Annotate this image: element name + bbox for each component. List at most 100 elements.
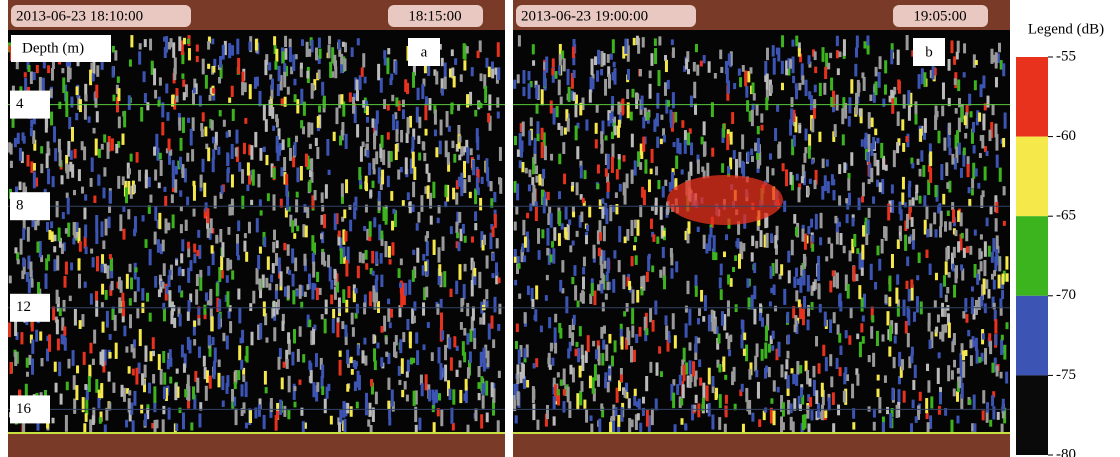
echo-texture xyxy=(172,42,175,57)
echo-texture xyxy=(832,107,835,112)
echo-texture xyxy=(227,227,230,235)
echo-texture xyxy=(222,333,225,341)
echo-texture xyxy=(703,55,706,63)
echo-texture xyxy=(915,416,918,423)
echo-texture xyxy=(71,127,74,142)
echo-texture xyxy=(693,62,696,72)
echo-texture xyxy=(843,373,846,385)
echo-texture xyxy=(605,344,608,361)
echo-texture xyxy=(14,247,17,253)
echo-texture xyxy=(212,158,215,173)
echo-texture xyxy=(722,124,725,138)
echo-texture xyxy=(469,192,472,198)
echo-texture xyxy=(425,235,428,241)
echo-texture xyxy=(175,88,178,96)
echo-texture xyxy=(801,229,804,242)
echo-texture xyxy=(365,250,368,260)
echo-texture xyxy=(259,91,262,106)
echo-texture xyxy=(333,269,336,279)
echo-texture xyxy=(558,80,561,96)
echo-texture xyxy=(998,43,1001,53)
echo-texture xyxy=(829,53,832,58)
echo-texture xyxy=(312,262,315,278)
echo-texture xyxy=(383,50,386,58)
echo-texture xyxy=(356,402,359,409)
echo-texture xyxy=(343,209,346,218)
echo-texture xyxy=(207,41,210,49)
echo-texture xyxy=(695,371,698,380)
echo-texture xyxy=(188,300,191,311)
echo-texture xyxy=(606,192,609,199)
echo-texture xyxy=(256,218,259,232)
echo-texture xyxy=(458,177,461,187)
echo-texture xyxy=(95,215,98,231)
echo-texture xyxy=(182,80,185,87)
echo-texture xyxy=(496,97,499,107)
echo-texture xyxy=(741,134,744,149)
echo-texture xyxy=(715,393,718,400)
echo-texture xyxy=(647,256,650,272)
echo-texture xyxy=(231,45,234,56)
echo-texture xyxy=(671,39,674,45)
echo-texture xyxy=(959,353,962,369)
echo-texture xyxy=(263,415,266,429)
echo-texture xyxy=(444,365,447,382)
echo-texture xyxy=(558,233,561,246)
echo-texture xyxy=(860,323,863,332)
echo-texture xyxy=(899,202,902,215)
echo-texture xyxy=(839,367,842,376)
echo-texture xyxy=(198,413,201,427)
echo-texture xyxy=(551,68,554,75)
echo-texture xyxy=(62,212,65,219)
echo-texture xyxy=(598,248,601,256)
echo-texture xyxy=(196,378,199,393)
echo-texture xyxy=(765,326,768,342)
echo-texture xyxy=(634,220,637,229)
echo-texture xyxy=(990,49,993,64)
echo-texture xyxy=(750,149,753,156)
echo-texture xyxy=(117,176,120,189)
echo-texture xyxy=(196,274,199,286)
echo-texture xyxy=(730,132,733,145)
echo-texture xyxy=(452,389,455,404)
echo-texture xyxy=(9,276,12,284)
echo-texture xyxy=(181,345,184,358)
echo-texture xyxy=(889,413,892,428)
echo-texture xyxy=(916,275,919,280)
echo-texture xyxy=(524,312,527,323)
echo-texture xyxy=(861,139,864,146)
echo-texture xyxy=(956,416,959,424)
echo-texture xyxy=(618,154,621,159)
echo-texture xyxy=(590,415,593,421)
echo-texture xyxy=(19,148,22,161)
echo-texture xyxy=(498,277,501,283)
echo-texture xyxy=(480,73,483,81)
echo-texture xyxy=(202,112,205,121)
echo-texture xyxy=(642,37,645,47)
echo-texture xyxy=(546,405,549,419)
echo-texture xyxy=(362,142,365,148)
echo-texture xyxy=(561,260,564,272)
echo-texture xyxy=(387,299,390,305)
echo-texture xyxy=(58,362,61,376)
echo-texture xyxy=(412,152,415,169)
echo-texture xyxy=(777,387,780,393)
echo-texture xyxy=(386,58,389,75)
echo-texture xyxy=(339,351,342,357)
legend-band xyxy=(1016,375,1048,455)
echo-texture xyxy=(528,130,531,145)
echo-texture xyxy=(445,141,448,158)
echo-texture xyxy=(111,281,114,290)
echo-texture xyxy=(416,350,419,365)
echo-texture xyxy=(953,247,956,258)
echo-texture xyxy=(53,259,56,271)
echo-texture xyxy=(938,352,941,358)
echo-texture xyxy=(986,151,989,156)
echo-texture xyxy=(187,311,190,320)
echo-texture xyxy=(558,191,561,199)
echo-texture xyxy=(312,382,315,397)
echo-texture xyxy=(176,368,179,373)
echo-texture xyxy=(703,141,706,155)
echo-texture xyxy=(328,36,331,44)
echo-texture xyxy=(867,219,870,234)
